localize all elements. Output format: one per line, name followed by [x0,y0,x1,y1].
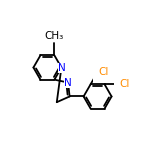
Text: Cl: Cl [99,67,109,77]
Text: N: N [58,62,65,73]
Text: Cl: Cl [120,79,130,89]
Text: N: N [64,78,72,88]
Text: CH₃: CH₃ [45,31,64,41]
